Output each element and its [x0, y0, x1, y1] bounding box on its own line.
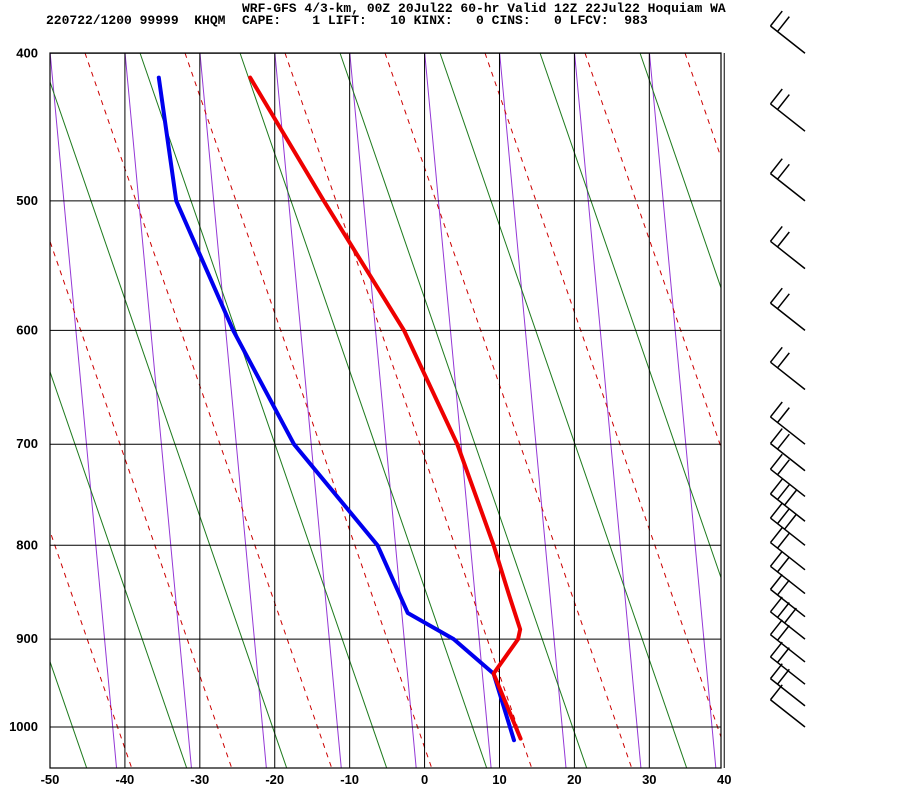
svg-text:1000: 1000: [9, 719, 38, 734]
svg-text:30: 30: [642, 772, 656, 787]
svg-text:900: 900: [16, 631, 38, 646]
svg-text:40: 40: [717, 772, 731, 787]
svg-text:-30: -30: [190, 772, 209, 787]
svg-text:-50: -50: [41, 772, 60, 787]
svg-text:20: 20: [567, 772, 581, 787]
svg-text:500: 500: [16, 193, 38, 208]
svg-text:-20: -20: [265, 772, 284, 787]
svg-text:10: 10: [492, 772, 506, 787]
svg-text:700: 700: [16, 436, 38, 451]
svg-text:0: 0: [421, 772, 428, 787]
svg-text:800: 800: [16, 537, 38, 552]
svg-text:-40: -40: [116, 772, 135, 787]
svg-text:600: 600: [16, 322, 38, 337]
svg-text:400: 400: [16, 45, 38, 60]
svg-text:-10: -10: [340, 772, 359, 787]
